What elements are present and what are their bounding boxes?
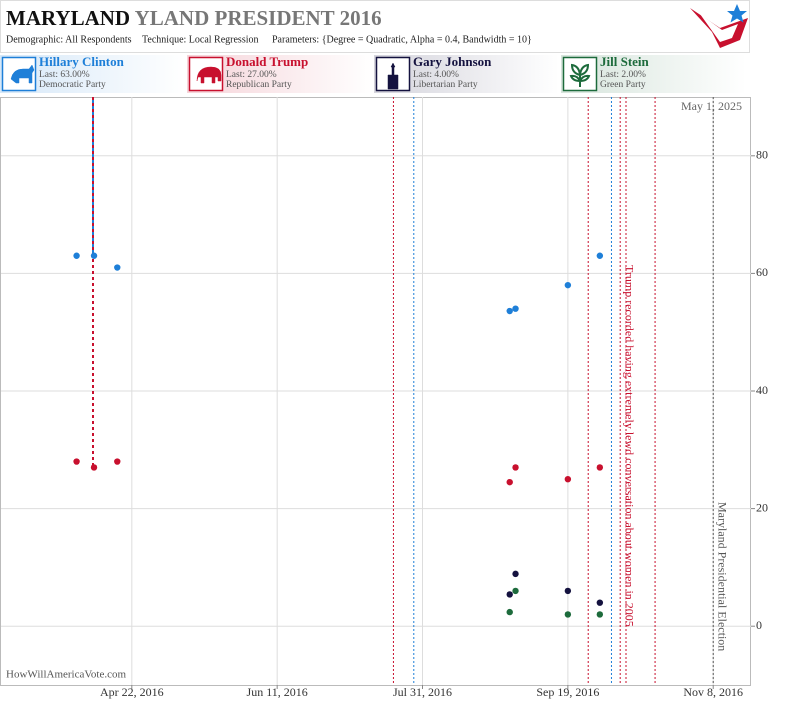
point [564, 611, 572, 618]
x-tick-label: Apr 22, 2016 [100, 685, 164, 699]
points [73, 252, 604, 618]
y-tick-label: 40 [756, 383, 768, 397]
legend-name: Donald Trump [226, 54, 308, 69]
point [506, 478, 513, 486]
legend-party: Republican Party [226, 80, 292, 90]
legend-last: Last: 2.00% [600, 70, 646, 80]
legend-name: Jill Stein [600, 54, 650, 69]
legend-last: Last: 27.00% [226, 70, 277, 80]
point [506, 307, 513, 315]
legend-icon [1, 56, 37, 92]
point [564, 281, 572, 289]
legend-icon [188, 56, 224, 92]
point [114, 458, 121, 465]
icon [196, 66, 222, 84]
y-tick-label: 20 [756, 500, 768, 514]
point [73, 458, 80, 465]
point [512, 305, 519, 312]
technique: Technique: Local Regression [142, 34, 258, 45]
legend-name: Gary Johnson [413, 54, 492, 69]
point [90, 464, 98, 471]
x-tick-label: Nov 8, 2016 [683, 685, 743, 699]
parameters: Parameters: {Degree = Quadratic, Alpha =… [272, 34, 532, 45]
date-stamp: May 1, 2025 [681, 99, 742, 113]
point [512, 587, 519, 595]
x-tick-label: Jul 31, 2016 [393, 685, 452, 699]
legend-party: Green Party [600, 80, 646, 90]
point [114, 264, 121, 271]
grid: 0 20 40 60 80 Apr 22, 2016 Jun 11, 2016 Jul 31,… [1, 97, 768, 699]
events: Trump recorded having extremely lewd con… [392, 97, 729, 685]
event-label: Maryland Presidential Election [715, 502, 729, 651]
point [596, 599, 604, 606]
point [512, 464, 519, 471]
point [506, 608, 513, 616]
event-label: Trump recorded having extremely lewd con… [622, 265, 636, 627]
header-frame [0, 0, 750, 53]
point [596, 464, 604, 471]
title-rest: YLAND PRESIDENT 2016 [135, 6, 382, 30]
icon [387, 62, 399, 90]
point [564, 587, 572, 595]
title-main: MARYLAND [6, 6, 130, 30]
legend-icon [562, 56, 598, 92]
legend-name: Hillary Clinton [39, 54, 125, 69]
legend-last: Last: 4.00% [413, 70, 459, 80]
point [512, 570, 519, 578]
x-tick-label: Jun 11, 2016 [247, 685, 308, 699]
point [73, 252, 80, 259]
y-tick-label: 80 [756, 148, 768, 162]
point [506, 591, 513, 598]
legend-last: Last: 63.00% [39, 70, 90, 80]
legend-party: Libertarian Party [413, 80, 478, 90]
x-tick-label: Sep 19, 2016 [536, 685, 599, 699]
demographic: Demographic: All Respondents [6, 34, 132, 45]
point [90, 252, 98, 259]
legend-party: Democratic Party [39, 80, 106, 90]
y-tick-label: 0 [756, 618, 762, 632]
point [596, 252, 604, 259]
point [564, 476, 572, 483]
legend-icon [375, 56, 411, 92]
point [596, 611, 604, 618]
chart-title: MARYLAND YLAND PRESIDENT 2016 [6, 6, 382, 30]
icon [569, 63, 591, 87]
logo [690, 4, 748, 48]
source: HowWillAmericaVote.com [6, 669, 126, 681]
icon [10, 64, 35, 84]
y-tick-label: 60 [756, 265, 768, 279]
